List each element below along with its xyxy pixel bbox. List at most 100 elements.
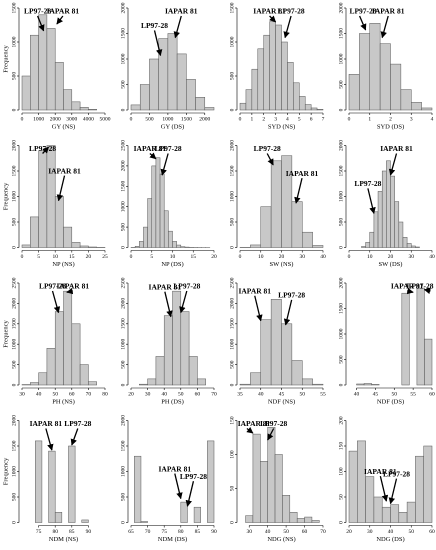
y-tick-label: 2000 (120, 2, 126, 13)
y-tick-label: 500 (11, 218, 17, 227)
bar (348, 74, 360, 111)
x-tick-label: 40 (354, 391, 360, 397)
y-tick-label: 500 (338, 355, 344, 364)
bar (130, 104, 141, 111)
annotation-arrow (379, 475, 389, 502)
y-tick-label: 500 (229, 360, 235, 369)
x-tick-label: 30 (145, 391, 151, 397)
annotation-arrow (367, 188, 376, 214)
x-tick-label: 1 (368, 116, 371, 122)
bar (424, 338, 433, 386)
annotation-arrow (42, 146, 50, 154)
x-tick-label: 5 (37, 254, 40, 260)
bar (46, 28, 56, 111)
x-tick-label: 20 (211, 254, 217, 260)
annotation-label: LP97-28 (349, 7, 376, 16)
x-tick-label: 40 (429, 254, 435, 260)
x-tick-label: 4 (431, 116, 434, 122)
annotation-label: IAPAR 81 (286, 169, 319, 178)
bar (401, 292, 410, 386)
x-tick-label: 0 (21, 254, 24, 260)
bar (30, 216, 39, 248)
bar (369, 23, 381, 111)
y-tick-label: 1500 (338, 165, 344, 176)
y-tick-label: 0 (120, 383, 126, 386)
x-tick-label: 2 (389, 116, 392, 122)
bar (35, 440, 43, 523)
bar (147, 378, 157, 386)
annotation-arrow (70, 428, 79, 446)
annotation-label: IAPAR 81 (391, 282, 424, 291)
bar (373, 496, 383, 523)
y-tick-label: 0 (229, 108, 235, 111)
annotation-arrow (160, 153, 169, 176)
bar (423, 445, 433, 523)
x-tick-label: 500 (145, 116, 154, 122)
annotation-label: IAPAR 81 (238, 286, 271, 295)
bar (365, 242, 371, 248)
y-tick-label: 0 (120, 108, 126, 111)
bar (381, 506, 391, 523)
annotation-arrow (51, 290, 61, 314)
annotation-arrow (185, 481, 195, 507)
y-tick-label: 500 (338, 218, 344, 227)
x-tick-label: 60 (69, 391, 75, 397)
x-tick-label: 20 (128, 391, 134, 397)
bar (359, 33, 370, 111)
y-tick-label: 2000 (11, 298, 17, 309)
x-tick-label: 0 (130, 116, 133, 122)
x-tick-label: 80 (52, 529, 58, 535)
x-tick-label: 2000 (50, 116, 61, 122)
bar (197, 378, 206, 386)
x-tick-label: 60 (195, 391, 201, 397)
annotation-arrow (406, 287, 414, 295)
annotation-arrow (283, 299, 293, 326)
bar (296, 518, 305, 523)
y-tick-label: 1000 (229, 338, 235, 349)
annotation-label: IAPAR 81 (134, 144, 167, 153)
bar (30, 34, 39, 111)
bar (46, 145, 56, 248)
bar (281, 41, 288, 111)
bar (46, 348, 56, 386)
bar (63, 226, 73, 248)
bar (252, 433, 261, 523)
annotation-arrow (149, 152, 157, 160)
bar (312, 245, 324, 248)
x-axis-label: NDM (DS) (158, 536, 187, 543)
bar (363, 383, 372, 386)
y-tick-label: 0 (229, 246, 235, 249)
y-tick-label: 150 (229, 416, 235, 425)
annotation-arrow (173, 15, 182, 39)
y-tick-label: 1500 (338, 28, 344, 39)
y-tick-label: 0 (338, 246, 344, 249)
y-tick-label: 50 (338, 494, 344, 500)
x-axis-label: SW (NS) (270, 261, 294, 268)
annotation-arrow (380, 15, 389, 39)
x-tick-label: 0 (348, 254, 351, 260)
annotation-label: LP97-28 (39, 282, 66, 291)
bar (282, 495, 291, 523)
annotation-label: LP97-28 (24, 7, 51, 16)
bar (71, 323, 81, 386)
bar (245, 89, 253, 111)
bar (54, 512, 63, 523)
bar (373, 211, 379, 248)
y-tick-label: 50 (229, 486, 235, 492)
x-tick-label: 85 (195, 529, 201, 535)
bar (251, 68, 259, 111)
x-axis-label: PH (DS) (161, 398, 184, 405)
x-axis-label: GY (DS) (161, 123, 184, 130)
annotation-label: LP97-28 (155, 144, 182, 153)
y-tick-label: 2000 (229, 298, 235, 309)
annotation-arrow (359, 15, 367, 31)
x-tick-label: 70 (145, 529, 151, 535)
annotation-label: LP97-28 (383, 469, 410, 478)
x-tick-label: 50 (392, 391, 398, 397)
x-tick-label: 7 (322, 116, 325, 122)
bar (365, 476, 375, 523)
x-axis-label: NDF (NS) (268, 398, 295, 405)
bar (398, 512, 408, 523)
y-tick-label: 1500 (229, 2, 235, 13)
